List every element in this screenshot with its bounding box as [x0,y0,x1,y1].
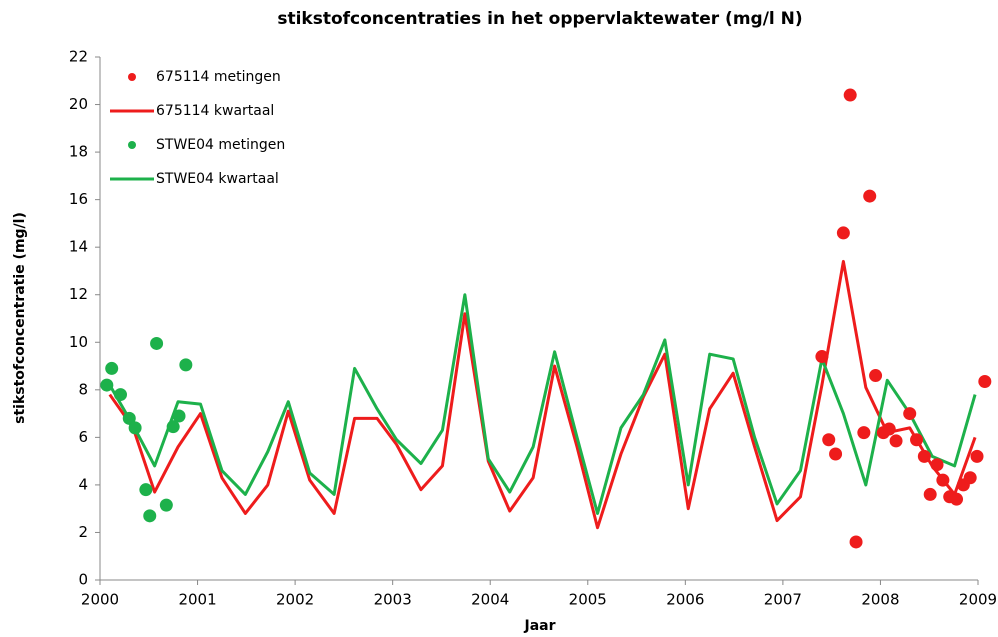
y-axis-title: stikstofconcentratie (mg/l) [12,212,28,424]
x-tick-label: 2005 [569,591,607,609]
y-tick-label: 16 [69,190,88,208]
x-tick-label: 2003 [374,591,412,609]
x-axis-title: Jaar [523,618,555,634]
data-point [849,535,863,549]
data-point [128,421,142,435]
y-tick-label: 2 [78,523,88,541]
data-point [950,492,964,506]
x-tick-label: 2009 [959,591,997,609]
y-tick-label: 8 [78,380,88,398]
legend-label: 675114 metingen [156,69,281,85]
y-tick-label: 4 [78,475,88,493]
data-point [978,374,992,388]
y-tick-label: 14 [69,238,88,256]
data-point [105,361,119,375]
data-point [917,449,931,463]
data-point [139,483,153,497]
data-point [863,189,877,203]
y-tick-label: 10 [69,333,88,351]
x-tick-label: 2001 [178,591,216,609]
data-point [857,426,871,440]
data-point [166,420,180,434]
y-tick-label: 22 [69,48,88,66]
series-line [108,293,977,515]
data-point [963,471,977,485]
x-tick-label: 2002 [276,591,314,609]
data-point [836,226,850,240]
y-tick-label: 0 [78,571,88,589]
data-point [889,434,903,448]
x-tick-label: 2000 [81,591,119,609]
x-tick-label: 2004 [471,591,509,609]
chart-title: stikstofconcentraties in het oppervlakte… [277,9,802,29]
data-point [882,422,896,436]
x-tick-label: 2006 [666,591,704,609]
y-tick-label: 12 [69,285,88,303]
x-tick-label: 2007 [764,591,802,609]
data-point [843,88,857,102]
data-point [172,409,186,423]
data-point [869,369,883,383]
y-tick-label: 20 [69,95,88,113]
data-point [815,350,829,364]
legend-marker [128,141,136,149]
data-point [970,449,984,463]
legend-marker [128,73,136,81]
data-point [113,388,127,402]
legend-label: STWE04 kwartaal [156,171,279,187]
y-tick-label: 18 [69,143,88,161]
data-point [150,336,164,350]
data-point [179,358,193,372]
legend-label: STWE04 metingen [156,137,285,153]
data-point [910,433,924,447]
data-point [100,378,114,392]
y-tick-label: 6 [78,428,88,446]
data-point [936,473,950,487]
data-point [822,433,836,447]
data-point [923,487,937,501]
data-point [903,407,917,421]
x-tick-label: 2008 [861,591,899,609]
legend-label: 675114 kwartaal [156,103,274,119]
data-point [159,498,173,512]
series-line [108,259,977,530]
data-point [143,509,157,523]
data-point [829,447,843,461]
data-point [930,458,944,472]
data-point [122,411,136,425]
